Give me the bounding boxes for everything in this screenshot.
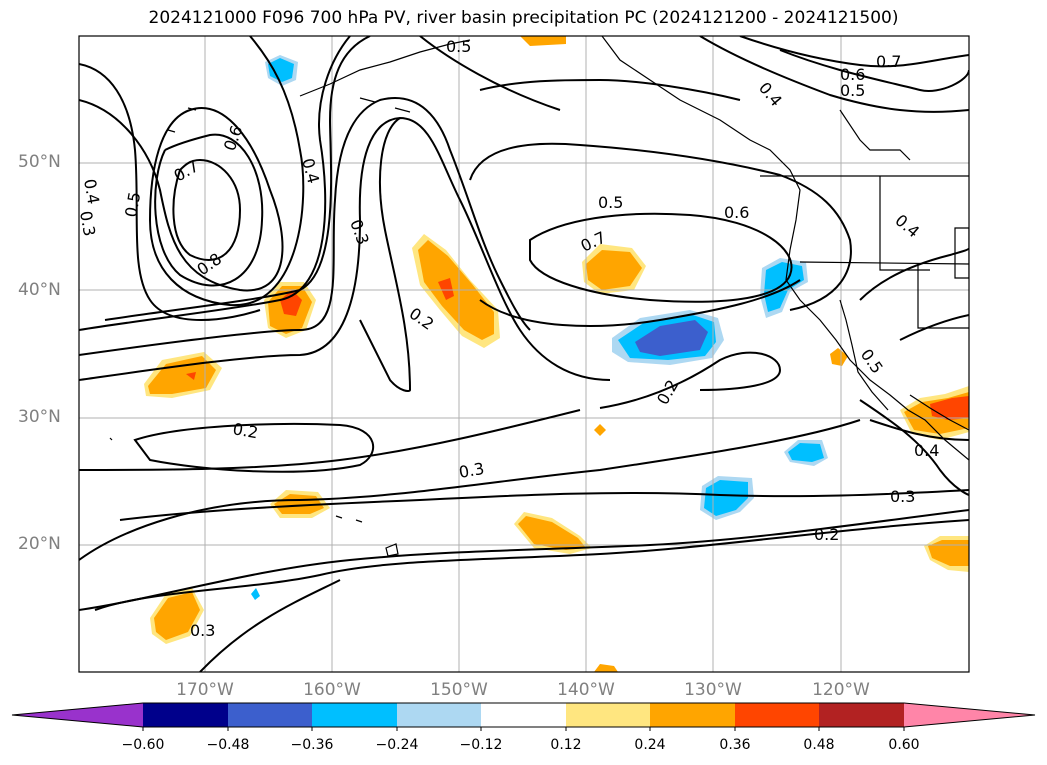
- colorbar-tick-label: 0.60: [888, 737, 920, 753]
- lon-label: 130°W: [684, 680, 742, 700]
- contour-label: 0.7: [876, 52, 901, 71]
- contour-label: 0.4: [914, 441, 939, 460]
- colorbar-segment: [735, 703, 819, 727]
- lat-label: 50°N: [18, 152, 61, 172]
- lon-label: 170°W: [176, 680, 234, 700]
- colorbar-tick-label: 0.12: [550, 737, 582, 753]
- map-frame: [78, 35, 970, 673]
- precip-blob-blue-small: [251, 588, 260, 600]
- contour-label: 0.5: [446, 37, 471, 56]
- contour-label: 0.3: [890, 487, 915, 506]
- contour-label: 0.2: [814, 525, 839, 544]
- map-title: 2024121000 F096 700 hPa PV, river basin …: [148, 8, 899, 28]
- precip-blob-orange-baja: [830, 348, 848, 366]
- colorbar-tick-label: −0.24: [375, 737, 419, 753]
- colorbar-segment: [819, 703, 904, 727]
- lon-label: 150°W: [430, 680, 488, 700]
- contour-label: 0.4: [80, 177, 103, 205]
- contour-label: 0.2: [231, 419, 259, 442]
- lon-label: 140°W: [557, 680, 615, 700]
- colorbar-tick-label: −0.36: [290, 737, 334, 753]
- colorbar-tick-label: 0.48: [803, 737, 835, 753]
- coastlines: [109, 36, 969, 557]
- contour-label: 0.6: [840, 65, 865, 84]
- contour-label: 0.5: [598, 193, 623, 212]
- contour-label: 0.3: [457, 459, 485, 482]
- colorbar: [11, 702, 1036, 731]
- precip-blob-orange-bottom: [594, 664, 618, 672]
- lon-label: 160°W: [303, 680, 361, 700]
- colorbar-segment: [481, 703, 566, 727]
- precip-blob-orange-dot: [594, 424, 606, 436]
- colorbar-segment: [143, 703, 228, 727]
- lat-label: 30°N: [18, 407, 61, 427]
- colorbar-extend-low: [12, 703, 143, 727]
- colorbar-segment: [228, 703, 312, 727]
- contour-label: 0.3: [76, 209, 99, 237]
- precip-blob-orange-top: [520, 36, 566, 46]
- contour-label: 0.6: [724, 203, 749, 222]
- colorbar-tick-label: 0.36: [719, 737, 751, 753]
- lat-label: 20°N: [18, 534, 61, 554]
- map-background: [79, 36, 969, 672]
- colorbar-tick-label: −0.60: [121, 737, 165, 753]
- colorbar-extend-high: [904, 703, 1035, 727]
- colorbar-tick-label: −0.12: [459, 737, 503, 753]
- colorbar-segment: [566, 703, 650, 727]
- contour-label: 0.5: [840, 81, 865, 100]
- lon-label: 120°W: [812, 680, 870, 700]
- colorbar-tick-label: −0.48: [206, 737, 250, 753]
- lat-label: 40°N: [18, 280, 61, 300]
- contour-label: 0.5: [121, 190, 144, 218]
- contour-label: 0.3: [190, 621, 215, 640]
- colorbar-segment: [397, 703, 481, 727]
- colorbar-segment: [312, 703, 397, 727]
- gridlines: [79, 36, 969, 672]
- colorbar-tick-label: 0.24: [634, 737, 666, 753]
- pv-contours: [79, 36, 969, 672]
- colorbar-segment: [650, 703, 735, 727]
